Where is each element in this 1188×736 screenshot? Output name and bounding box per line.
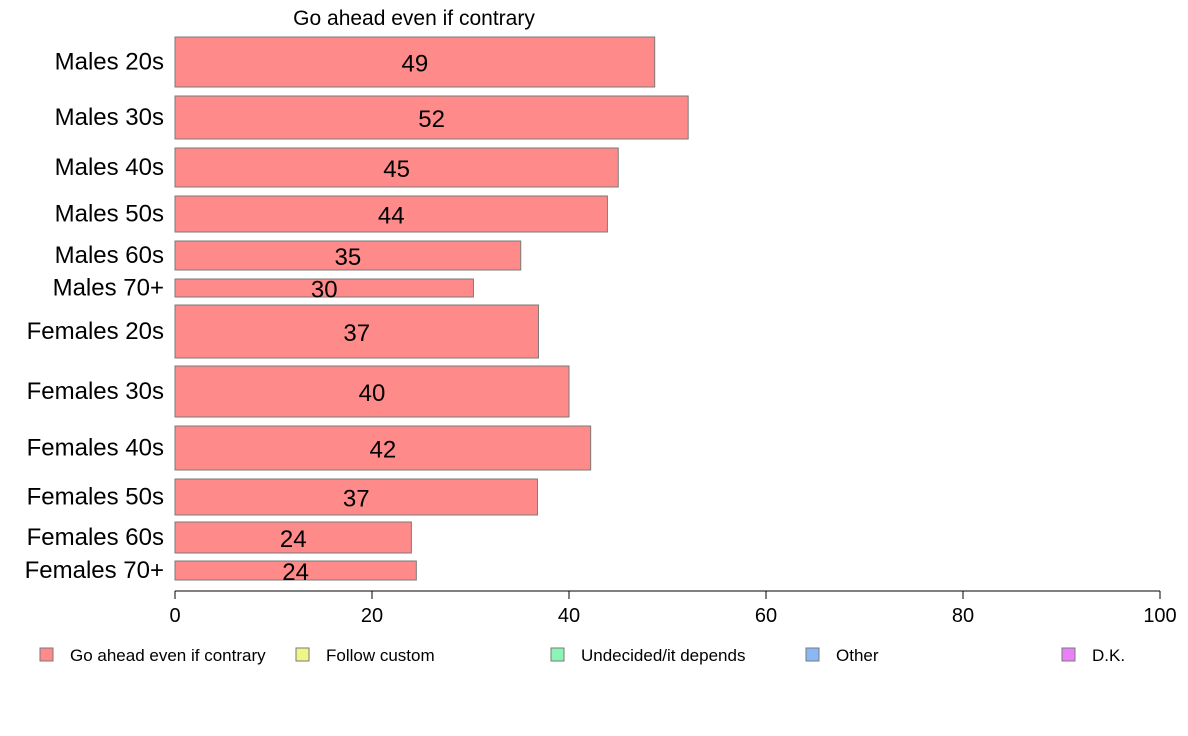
bar	[174, 147, 619, 188]
bars-group: Males 20s 49 Males 30s 52 Males 40s 45 Males 5…	[25, 36, 689, 586]
x-tick-label: 0	[169, 605, 180, 627]
category-label: Males 30s	[55, 104, 164, 131]
value-label: 37	[343, 320, 370, 347]
category-label: Males 70+	[53, 275, 164, 302]
category-label: Females 60s	[27, 524, 164, 551]
bar	[174, 425, 592, 471]
x-tick-label: 60	[755, 605, 777, 627]
bar	[174, 478, 538, 516]
legend-label: Other	[836, 646, 879, 665]
legend-swatch	[39, 647, 54, 662]
value-label: 40	[359, 380, 386, 407]
bar	[174, 560, 417, 581]
category-label: Males 60s	[55, 242, 164, 269]
legend-swatch	[550, 647, 565, 662]
category-label: Males 20s	[55, 49, 164, 76]
x-axis: 0 20 40 60 80 100	[169, 590, 1177, 627]
category-label: Females 70+	[25, 557, 164, 584]
legend-label: D.K.	[1092, 646, 1125, 665]
bar	[174, 195, 608, 233]
x-tick-label: 80	[952, 605, 974, 627]
category-label: Males 50s	[55, 201, 164, 228]
value-label: 49	[401, 51, 428, 78]
value-label: 35	[335, 244, 362, 271]
legend-label: Follow custom	[326, 646, 435, 665]
value-label: 24	[282, 559, 309, 586]
value-label: 45	[383, 156, 410, 183]
category-label: Females 40s	[27, 435, 164, 462]
category-label: Males 40s	[55, 154, 164, 181]
bar	[174, 365, 570, 418]
legend: Go ahead even if contrary Follow custom Un…	[39, 646, 1125, 665]
value-label: 24	[280, 526, 307, 553]
legend-swatch	[1061, 647, 1076, 662]
x-tick-label: 100	[1143, 605, 1176, 627]
category-label: Females 30s	[27, 378, 164, 405]
bar	[174, 36, 656, 88]
value-label: 37	[343, 486, 370, 513]
chart-title: Go ahead even if contrary	[293, 7, 535, 30]
category-label: Females 50s	[27, 484, 164, 511]
value-label: 30	[311, 277, 338, 304]
category-label: Females 20s	[27, 318, 164, 345]
bar	[174, 240, 522, 271]
value-label: 52	[418, 106, 445, 133]
x-tick-label: 40	[558, 605, 580, 627]
value-label: 42	[369, 437, 396, 464]
legend-swatch	[295, 647, 310, 662]
bar	[174, 278, 474, 298]
x-tick-label: 20	[361, 605, 383, 627]
legend-swatch	[805, 647, 820, 662]
value-label: 44	[378, 203, 405, 230]
bar	[174, 521, 412, 554]
legend-label: Go ahead even if contrary	[70, 646, 266, 665]
legend-label: Undecided/it depends	[581, 646, 745, 665]
bar	[174, 304, 539, 359]
bar	[174, 95, 689, 140]
